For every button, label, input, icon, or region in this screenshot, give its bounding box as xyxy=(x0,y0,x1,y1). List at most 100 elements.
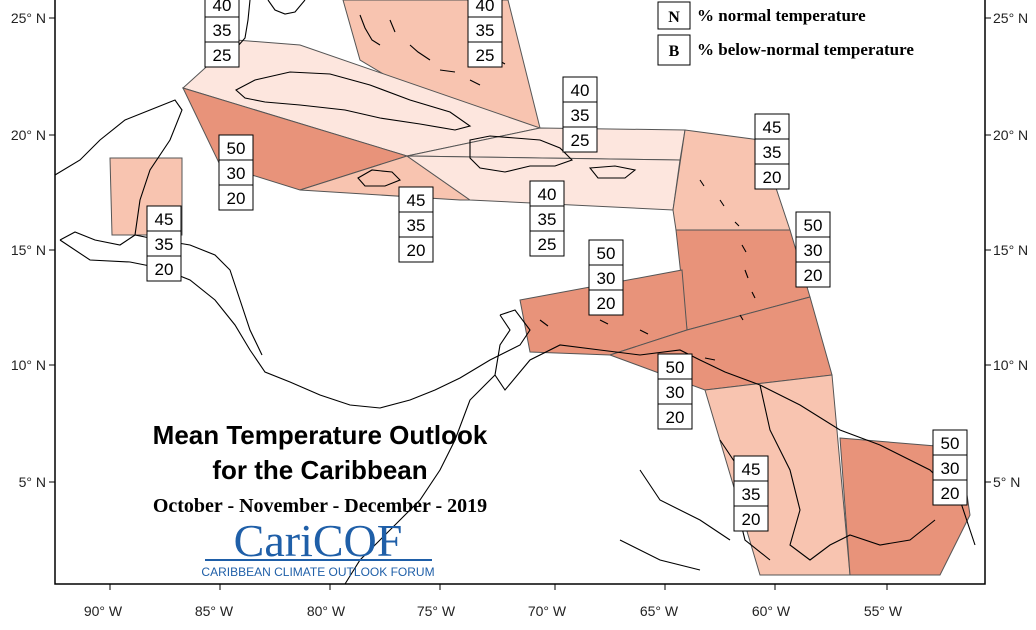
legend-key-box-below xyxy=(657,34,691,66)
prob-box: 50 30 20 xyxy=(218,134,254,211)
y-tick-25n: 25° N xyxy=(11,10,46,26)
prob-cell-normal xyxy=(588,264,624,291)
x-tick-85w: 85° W xyxy=(195,603,234,619)
prob-box: 40 35 25 xyxy=(562,76,598,153)
prob-cell-below xyxy=(146,255,182,282)
prob-value-below: 20 xyxy=(155,260,174,279)
prob-value-below: 20 xyxy=(742,510,761,529)
prob-cell-above xyxy=(529,180,565,207)
prob-box: 45 35 20 xyxy=(754,113,790,190)
prob-cell-below xyxy=(218,184,254,211)
prob-value-above: 50 xyxy=(227,139,246,158)
axis-ticks xyxy=(49,17,991,590)
legend-key-normal: N xyxy=(668,9,680,26)
prob-value-normal: 30 xyxy=(941,459,960,478)
prob-value-normal: 35 xyxy=(763,143,782,162)
logo-wordmark: CariCOF xyxy=(234,515,403,566)
prob-cell-above xyxy=(795,211,831,238)
prob-cell-normal xyxy=(733,480,769,507)
prob-box: 40 35 25 xyxy=(529,180,565,257)
prob-value-above: 50 xyxy=(941,434,960,453)
probability-boxes: 40 35 25 40 35 25 50 30 20 45 35 20 45 35 20 40 35 25 40 35… xyxy=(146,0,968,532)
prob-value-below: 20 xyxy=(666,408,685,427)
prob-value-above: 50 xyxy=(666,358,685,377)
prob-box: 40 35 25 xyxy=(204,0,240,68)
prob-box: 50 30 20 xyxy=(795,211,831,288)
y-tick-5n: 5° N xyxy=(19,474,46,490)
y-tick-10n-right: 10° N xyxy=(993,357,1028,373)
prob-cell-below xyxy=(398,236,434,263)
prob-value-normal: 30 xyxy=(597,269,616,288)
prob-cell-normal xyxy=(218,159,254,186)
prob-value-normal: 35 xyxy=(742,485,761,504)
prob-value-above: 45 xyxy=(407,191,426,210)
prob-cell-above xyxy=(398,186,434,213)
prob-cell-below xyxy=(795,261,831,288)
prob-cell-normal xyxy=(398,211,434,238)
prob-value-above: 45 xyxy=(155,210,174,229)
map-title-line1: Mean Temperature Outlook xyxy=(153,420,488,450)
prob-value-above: 45 xyxy=(742,460,761,479)
prob-value-above: 45 xyxy=(763,118,782,137)
prob-cell-below xyxy=(204,41,240,68)
x-tick-80w: 80° W xyxy=(307,603,346,619)
prob-cell-above xyxy=(657,353,693,380)
caricof-logo: CariCOF CARIBBEAN CLIMATE OUTLOOK FORUM xyxy=(201,515,434,579)
prob-cell-normal xyxy=(932,454,968,481)
prob-value-below: 25 xyxy=(571,131,590,150)
prob-cell-normal xyxy=(467,16,503,43)
prob-value-above: 50 xyxy=(597,244,616,263)
prob-box: 45 35 20 xyxy=(733,455,769,532)
prob-cell-normal xyxy=(529,205,565,232)
prob-box: 50 30 20 xyxy=(932,429,968,506)
prob-value-normal: 30 xyxy=(666,383,685,402)
y-axis-labels-left: 25° N 20° N 15° N 10° N 5° N xyxy=(11,10,46,490)
prob-value-below: 20 xyxy=(804,266,823,285)
prob-cell-below xyxy=(733,505,769,532)
legend-key-below: B xyxy=(669,43,680,60)
prob-cell-above xyxy=(146,205,182,232)
prob-value-below: 20 xyxy=(941,484,960,503)
prob-value-normal: 35 xyxy=(213,21,232,40)
y-tick-25n-right: 25° N xyxy=(993,10,1028,26)
prob-value-below: 25 xyxy=(476,46,495,65)
prob-value-normal: 35 xyxy=(407,216,426,235)
map-subtitle: October - November - December - 2019 xyxy=(153,495,487,517)
x-tick-70w: 70° W xyxy=(528,603,567,619)
prob-box: 45 35 20 xyxy=(398,186,434,263)
x-tick-60w: 60° W xyxy=(752,603,791,619)
prob-value-below: 20 xyxy=(597,294,616,313)
prob-value-normal: 35 xyxy=(538,210,557,229)
legend: N % normal temperature B % below-normal … xyxy=(657,1,914,66)
y-tick-20n-right: 20° N xyxy=(993,127,1028,143)
prob-box: 50 30 20 xyxy=(588,239,624,316)
prob-value-below: 25 xyxy=(538,235,557,254)
prob-box: 50 30 20 xyxy=(657,353,693,430)
prob-value-above: 40 xyxy=(213,0,232,15)
prob-cell-below xyxy=(588,289,624,316)
prob-cell-below xyxy=(529,230,565,257)
prob-value-normal: 35 xyxy=(476,21,495,40)
prob-cell-above xyxy=(562,76,598,103)
x-tick-90w: 90° W xyxy=(84,603,123,619)
prob-value-normal: 35 xyxy=(155,235,174,254)
y-tick-15n: 15° N xyxy=(11,242,46,258)
prob-value-below: 20 xyxy=(227,189,246,208)
prob-cell-above xyxy=(754,113,790,140)
prob-cell-below xyxy=(657,403,693,430)
prob-value-above: 40 xyxy=(571,81,590,100)
logo-tagline: CARIBBEAN CLIMATE OUTLOOK FORUM xyxy=(201,565,434,579)
prob-cell-below xyxy=(562,126,598,153)
prob-value-below: 20 xyxy=(407,241,426,260)
x-tick-65w: 65° W xyxy=(640,603,679,619)
y-tick-20n: 20° N xyxy=(11,127,46,143)
legend-text-below: % below-normal temperature xyxy=(697,40,914,59)
prob-box: 45 35 20 xyxy=(146,205,182,282)
x-axis-labels: 90° W 85° W 80° W 75° W 70° W 65° W 60° … xyxy=(84,603,903,619)
x-tick-75w: 75° W xyxy=(417,603,456,619)
prob-cell-above xyxy=(932,429,968,456)
prob-cell-below xyxy=(932,479,968,506)
legend-key-box-normal xyxy=(657,1,691,30)
y-tick-5n-right: 5° N xyxy=(993,474,1020,490)
